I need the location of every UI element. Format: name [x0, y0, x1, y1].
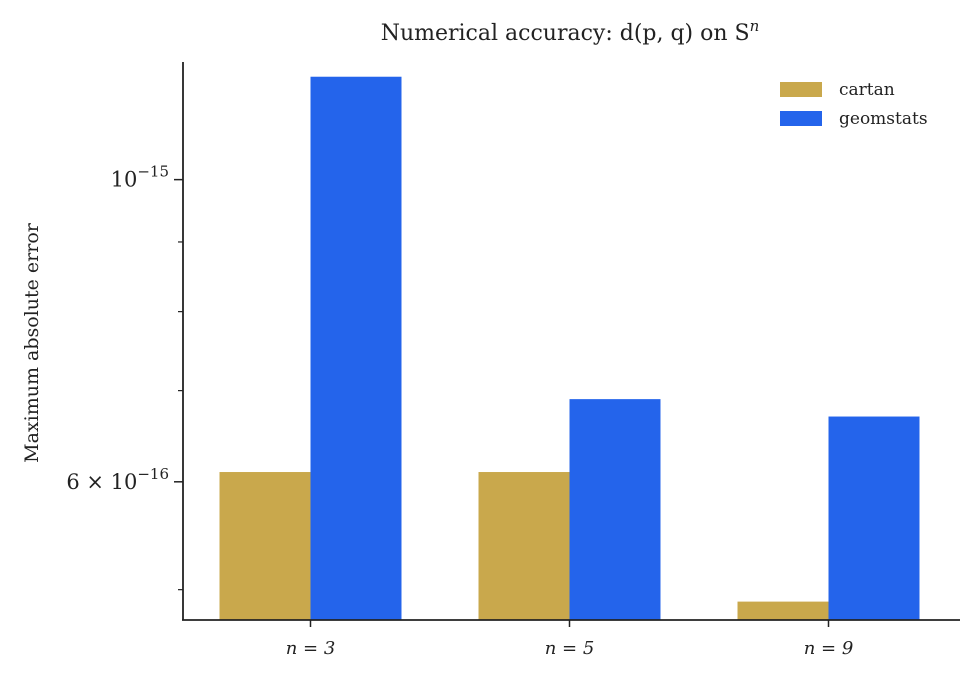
bar-cartan-1	[219, 472, 311, 620]
legend-label-geomstats: geomstats	[839, 109, 928, 129]
bar-cartan-2	[478, 472, 570, 620]
y-tick-label: 6 × 10−16	[66, 465, 169, 494]
x-tick-label: n = 9	[804, 638, 854, 659]
x-tick-label: n = 3	[286, 638, 336, 659]
x-tick-label: n = 5	[545, 638, 595, 659]
chart-title: Numerical accuracy: d(p, q) on Sn	[381, 17, 760, 46]
y-tick-label: 10−15	[111, 163, 169, 192]
legend-swatch-geomstats	[780, 111, 822, 126]
chart-title-superscript: n	[750, 17, 760, 35]
y-ticks-group: 10−15 6 × 10−16	[66, 163, 183, 591]
bar-geomstats-2	[569, 399, 661, 620]
y-axis-label: Maximum absolute error	[21, 222, 43, 463]
bars-group	[219, 76, 920, 621]
bar-cartan-3	[737, 601, 829, 620]
bar-geomstats-1	[310, 76, 402, 621]
bar-geomstats-3	[828, 416, 920, 620]
legend-label-cartan: cartan	[839, 80, 895, 100]
x-ticks-group: n = 3 n = 5 n = 9	[286, 620, 854, 659]
legend: cartan geomstats	[780, 80, 928, 129]
legend-swatch-cartan	[780, 82, 822, 97]
